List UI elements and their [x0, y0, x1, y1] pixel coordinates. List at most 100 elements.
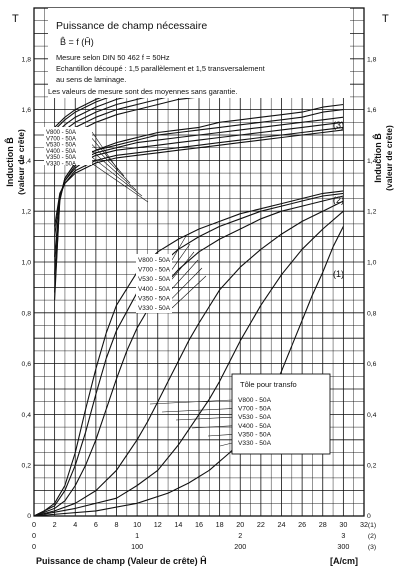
- y-tick-label-right: 0,2: [367, 463, 377, 470]
- curve-2-v350: [54, 126, 344, 237]
- chart-title: Puissance de champ nécessaire: [56, 20, 207, 32]
- y-tick-label-right: 1,2: [367, 209, 377, 216]
- legend-mid-leader: [171, 259, 199, 290]
- legend-mid-item: V400 - 50A: [138, 286, 171, 293]
- x-tick-label-scale3: 200: [234, 542, 246, 551]
- y-tick-label-left: 1,4: [22, 158, 32, 165]
- legend-box-leader: [219, 442, 233, 447]
- group-label-3: (3): [333, 120, 344, 130]
- header-note-1: Mesure selon DIN 50 462 f = 50Hz: [56, 53, 170, 62]
- x-tick-label-scale2: 0: [32, 531, 36, 540]
- x-tick-label-scale1: 28: [319, 520, 327, 529]
- y-axis-unit-left: (valeur de crête): [16, 129, 26, 195]
- curve-1-v400: [33, 200, 344, 517]
- y-unit-right: T: [382, 13, 389, 25]
- y-tick-label-left: 1,6: [22, 107, 32, 114]
- legend-mid-leader: [171, 243, 191, 270]
- y-tick-label-left: 0,8: [22, 310, 32, 317]
- legend-box-item: V330 - 50A: [238, 440, 272, 447]
- chart-formula: B̂ = f (Ĥ): [60, 37, 94, 47]
- x-tick-label-scale1: 6: [94, 520, 98, 529]
- legend-top-item: V330 - 50A: [46, 162, 76, 168]
- legend-mid-leader: [171, 251, 195, 280]
- x-tick-label-scale1: 22: [257, 520, 265, 529]
- legend-top-item: V400 - 50A: [46, 149, 76, 155]
- x-tick-label-scale1: 20: [236, 520, 244, 529]
- group-label-2: (2): [333, 195, 344, 205]
- x-tick-label-scale2: 1: [135, 531, 139, 540]
- x-tick-label-scale1: 30: [339, 520, 347, 529]
- x-axis-unit: [A/cm]: [330, 556, 358, 566]
- x-tick-label-scale1: 2: [53, 520, 57, 529]
- axis-tick-labels: 0,2 0,2 0,4 0,4 0,6 0,6 0,8 0,8 1,0 1,0 1,2 1,2 1,4 1…: [22, 56, 377, 551]
- x-tick-label-scale1: 16: [195, 520, 203, 529]
- curve-1-v350: [33, 210, 344, 517]
- legend-box-item: V530 - 50A: [238, 414, 272, 421]
- legend-box-title: Tôle pour transfo: [240, 380, 297, 389]
- legend-mid-item: V330 - 50A: [138, 305, 171, 312]
- x-tick-label-scale1: 12: [154, 520, 162, 529]
- legend-mid-leader: [171, 267, 203, 299]
- y-tick-label-right: 0,8: [367, 310, 377, 317]
- legend-top-item: V800 - 50A: [46, 130, 76, 136]
- curve-2-v330: [54, 129, 344, 227]
- y-tick-label-left: 0,4: [22, 412, 32, 419]
- y-tick-label-right: 0: [367, 513, 371, 520]
- x-tick-label-scale2: 2: [238, 531, 242, 540]
- legend-top-item: V530 - 50A: [46, 143, 76, 149]
- legend-mid-item: V350 - 50A: [138, 295, 171, 302]
- y-axis-label-right: Induction B̂: [372, 133, 383, 183]
- x-axis-label: Puissance de champ (Valeur de crête) Ĥ: [36, 555, 207, 566]
- x-tick-label-scale1: 18: [216, 520, 224, 529]
- legend-top-leader: [91, 144, 131, 184]
- y-tick-label-left: 1,0: [22, 260, 32, 267]
- legend-box-item: V400 - 50A: [238, 423, 272, 430]
- x-tick-label-scale1: 0: [32, 520, 36, 529]
- y-tick-label-left: 0: [27, 513, 31, 520]
- legend-top-leader: [91, 156, 143, 197]
- legend-mid-leader: [171, 275, 207, 309]
- x-scale-id-2: (2): [368, 533, 376, 540]
- legend-mid-leader: [171, 235, 187, 261]
- legend-box: [231, 373, 331, 455]
- x-tick-label-scale1: 4: [73, 520, 77, 529]
- y-tick-label-left: 1,2: [22, 209, 32, 216]
- y-axis-label-left: Induction B̂: [4, 137, 15, 187]
- y-tick-label-right: 0,4: [367, 412, 377, 419]
- y-tick-label-right: 0,6: [367, 361, 377, 368]
- legend-top-leader: [91, 163, 149, 203]
- y-tick-label-left: 0,6: [22, 361, 32, 368]
- x-tick-label-scale3: 100: [131, 542, 143, 551]
- header-note-4: Les valeurs de mesure sont des moyennes …: [48, 87, 237, 96]
- curve-2-v400: [54, 121, 344, 257]
- legend-box-leader: [149, 399, 233, 405]
- x-tick-label-scale3: 0: [32, 542, 36, 551]
- group-label-1: (1): [333, 269, 344, 279]
- header-box: [48, 8, 350, 98]
- legend-box-leader: [175, 416, 233, 421]
- legend-mid-backdrop: [136, 254, 172, 313]
- legend-box-leader: [207, 434, 233, 437]
- legend-top-leader: [91, 138, 125, 177]
- x-tick-label-scale3: 300: [337, 542, 349, 551]
- x-tick-label-scale1: 14: [174, 520, 182, 529]
- legend-box-item: V700 - 50A: [238, 406, 272, 413]
- y-tick-label-right: 1,0: [367, 260, 377, 267]
- header-note-3: au sens de laminage.: [56, 75, 126, 84]
- legend-mid-item: V700 - 50A: [138, 267, 171, 274]
- legend-top-item: V700 - 50A: [46, 136, 76, 142]
- legend-box-item: V350 - 50A: [238, 431, 272, 438]
- y-tick-label-left: 0,2: [22, 463, 32, 470]
- legend-box-leader: [191, 425, 233, 429]
- x-tick-label-scale1: 32: [360, 520, 368, 529]
- y-axis-unit-right: (valeur de crête): [384, 125, 394, 191]
- legend-leader-lines: [91, 131, 233, 447]
- legend-box-item: V800 - 50A: [238, 397, 272, 404]
- legend-top-backdrop: [44, 127, 92, 165]
- legend-box-leader: [161, 408, 233, 413]
- y-tick-label-right: 1,6: [367, 107, 377, 114]
- legend-mid-item: V800 - 50A: [138, 257, 171, 264]
